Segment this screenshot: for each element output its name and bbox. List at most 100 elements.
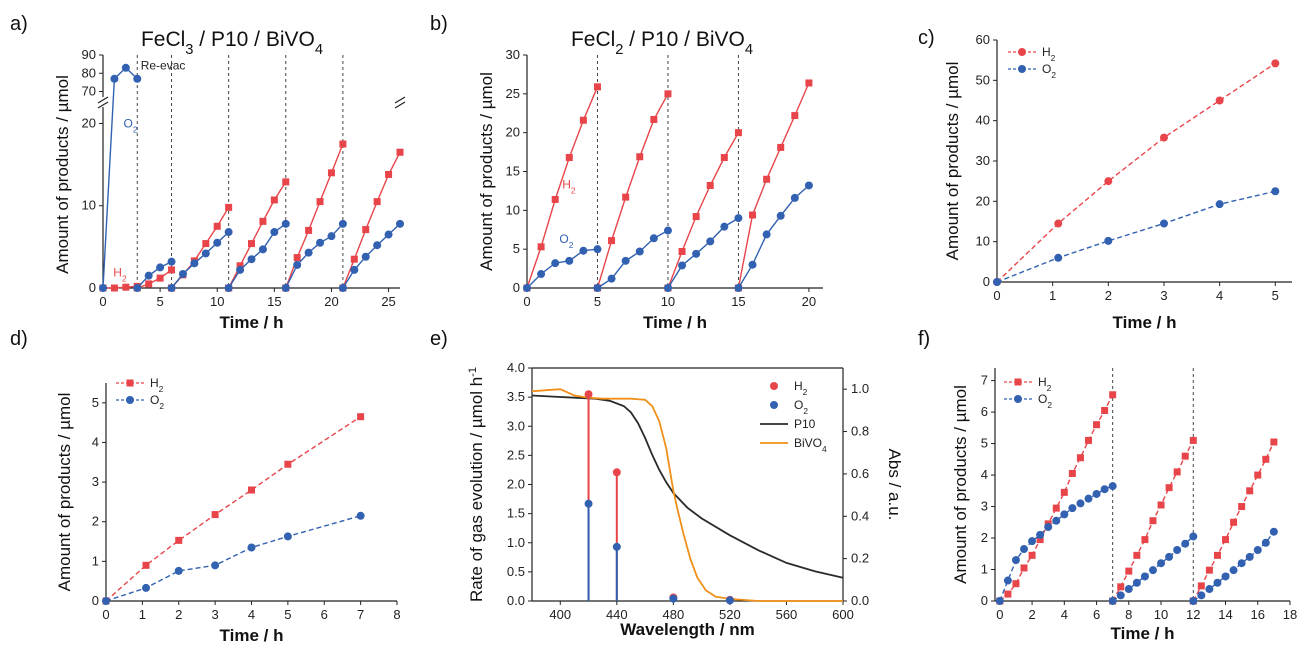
data-point-o2	[649, 234, 658, 243]
x-tick-label: 560	[776, 607, 798, 622]
data-point-h2	[1271, 59, 1280, 68]
y2-tick-label: 1.0	[851, 381, 869, 396]
data-point-h2	[537, 243, 545, 251]
x-tick-label: 520	[719, 607, 741, 622]
x-tick-label: 5	[594, 294, 601, 309]
x-tick-label: 0	[102, 607, 109, 622]
data-point-h2	[202, 240, 210, 248]
y-tick-label: 50	[976, 72, 990, 87]
series-line-o2	[996, 190, 1276, 283]
data-point-h2	[1189, 436, 1197, 444]
data-point-o2	[1108, 597, 1117, 605]
y-tick-label: 3.5	[507, 389, 525, 404]
data-point-h2	[1149, 517, 1157, 525]
x-tick-label: 2	[1105, 288, 1112, 303]
data-point-h2	[156, 274, 164, 282]
y-tick-label: 40	[976, 113, 990, 128]
data-point-o2	[612, 542, 621, 551]
data-point-o2	[706, 237, 715, 246]
data-point-o2	[537, 270, 546, 279]
legend-marker-h2	[770, 382, 778, 390]
data-point-o2	[523, 284, 531, 292]
data-point-h2	[791, 112, 799, 120]
axis-break-mark	[394, 96, 406, 104]
data-point-o2	[1076, 499, 1085, 508]
y-tick-label: 5	[513, 241, 520, 256]
data-point-o2	[584, 499, 593, 508]
data-point-h2	[225, 203, 233, 211]
legend-label-o2: O2	[150, 393, 164, 411]
data-point-o2	[790, 193, 799, 202]
data-point-o2	[1221, 572, 1230, 581]
data-point-h2	[316, 198, 324, 206]
y-upper-tick-label: 80	[82, 65, 96, 80]
data-point-h2	[1060, 488, 1068, 496]
data-point-h2	[1054, 219, 1063, 228]
data-point-h2	[622, 193, 630, 201]
y-tick-label: 2.0	[507, 477, 525, 492]
annotation: H2	[113, 265, 127, 283]
y-tick-label: 0	[92, 593, 99, 608]
data-point-o2	[1084, 494, 1093, 503]
y-tick-label: 1.0	[507, 535, 525, 550]
y-tick-label: 0.0	[507, 593, 525, 608]
data-point-o2	[258, 245, 267, 254]
data-point-h2	[579, 116, 587, 124]
data-point-h2	[1213, 551, 1221, 559]
data-point-h2	[339, 140, 347, 148]
legend-marker-o2	[770, 401, 778, 409]
data-point-o2	[396, 219, 404, 228]
data-point-o2	[361, 252, 370, 261]
data-point-o2	[1269, 527, 1278, 536]
x-tick-label: 8	[393, 607, 400, 622]
x-axis-title: Wavelength / nm	[620, 620, 754, 639]
y-axis-title: Amount of products / µmol	[951, 385, 970, 584]
data-point-o2	[338, 219, 347, 228]
data-point-o2	[635, 247, 644, 256]
y2-tick-label: 0.2	[851, 551, 869, 566]
x-tick-label: 2	[1028, 607, 1035, 622]
data-point-h2	[565, 154, 573, 162]
data-point-o2	[1003, 576, 1012, 585]
data-point-h2	[270, 196, 278, 204]
data-point-h2	[584, 390, 593, 399]
y-tick-label: 20	[976, 193, 990, 208]
data-point-o2	[1068, 504, 1077, 513]
data-point-h2	[720, 154, 728, 162]
data-point-h2	[373, 198, 381, 206]
y-axis-title: Rate of gas evolution / µmol h-1	[467, 367, 486, 602]
data-point-o2	[1132, 578, 1141, 587]
data-point-h2	[1246, 487, 1254, 495]
data-point-o2	[281, 219, 290, 228]
data-point-o2	[373, 241, 382, 250]
y2-tick-label: 0.8	[851, 424, 869, 439]
y-tick-label: 0	[89, 280, 96, 295]
x-tick-label: 5	[1272, 288, 1279, 303]
data-point-o2	[621, 256, 630, 265]
annotation: O2	[559, 232, 573, 250]
series-line-h2	[103, 285, 138, 289]
x-tick-label: 14	[1218, 607, 1232, 622]
data-point-o2	[110, 74, 119, 83]
data-point-o2	[1165, 552, 1174, 561]
data-point-o2	[1197, 591, 1206, 600]
data-point-h2	[1165, 484, 1173, 492]
data-point-h2	[1230, 518, 1238, 526]
data-point-o2	[734, 284, 743, 292]
data-point-h2	[1109, 391, 1117, 399]
axis-break-mark	[97, 101, 109, 109]
y-tick-label: 20	[506, 125, 520, 140]
x-tick-label: 0	[993, 288, 1000, 303]
y-tick-label: 5	[92, 395, 99, 410]
data-point-o2	[1124, 585, 1133, 594]
data-point-h2	[175, 536, 183, 544]
x-tick-label: 18	[1283, 607, 1297, 622]
legend-marker-o2	[1018, 65, 1026, 73]
data-point-o2	[678, 261, 687, 270]
data-point-h2	[1104, 177, 1113, 186]
data-point-o2	[1140, 572, 1149, 581]
series-line-h2	[667, 132, 740, 289]
data-point-o2	[133, 74, 142, 83]
data-point-h2	[1173, 468, 1181, 476]
data-point-o2	[748, 260, 757, 269]
